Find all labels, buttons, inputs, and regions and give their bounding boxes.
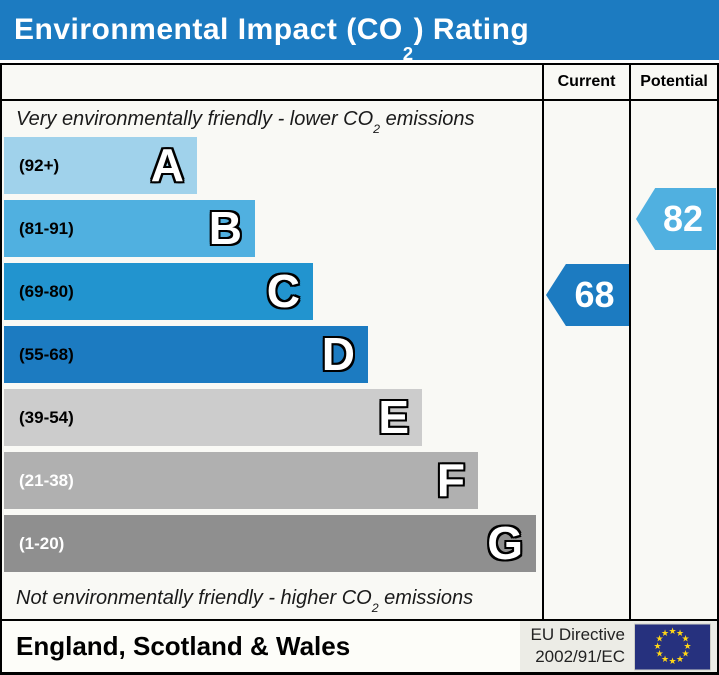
current-rating-value: 68 [574,274,615,315]
eu-flag-star: ★ [681,648,690,659]
potential-rating-arrow: 82 [636,188,716,250]
eu-directive-label: EU Directive 2002/91/EC [531,624,625,670]
bottom-note: Not environmentally friendly - higher CO… [4,583,473,615]
eu-directive-line1: EU Directive [530,624,625,644]
eu-flag-star: ★ [655,633,664,644]
band-b-bar: (81-91) B [4,200,255,257]
band-row-b: (81-91) B [4,200,542,263]
eu-flag-star: ★ [675,654,685,664]
band-g-bar: (1-20) G [4,515,536,572]
title-subscript: 2 [402,43,414,65]
rating-table: Very environmentally friendly - lower CO… [0,63,719,621]
band-row-f: (21-38) F [4,452,542,515]
band-c-range: (69-80) [19,281,74,301]
band-f-bar: (21-38) F [4,452,478,509]
band-f-letter: F [436,453,465,506]
eu-flag-star: ★ [655,648,664,659]
potential-rating-value: 82 [662,198,704,239]
footer: England, Scotland & Wales EU Directive 2… [0,621,719,675]
band-e-letter: E [378,390,409,443]
band-row-e: (39-54) E [4,389,542,452]
bottom-note-text-end: emissions [378,586,474,609]
eu-flag-star: ★ [668,626,677,636]
top-note-text-end: emissions [380,107,475,130]
band-b-range: (81-91) [19,218,74,238]
eu-flag-star: ★ [683,641,692,651]
band-d-range: (55-68) [19,344,74,364]
bottom-note-text: Not environmentally friendly - higher CO [16,586,372,609]
band-f-range: (21-38) [19,470,74,490]
title-text-end: ) Rating [413,13,530,46]
eu-flag-icon: ★ ★ ★ ★ ★ ★ ★ ★ ★ ★ ★ ★ [634,623,711,670]
band-scale-body: Very environmentally friendly - lower CO… [2,101,542,619]
band-d-bar: (55-68) D [4,326,368,383]
region-label: England, Scotland & Wales [16,631,351,661]
eu-flag-star: ★ [668,656,677,666]
column-header-potential: Potential [631,65,717,101]
current-rating-arrow: 68 [546,264,629,326]
eu-flag-star: ★ [681,633,690,644]
bottom-note-subscript: 2 [371,600,379,615]
current-column: Current 68 [542,65,629,619]
eu-directive-line2: 2002/91/EC [535,647,625,667]
column-header-current: Current [544,65,629,101]
band-row-g: (1-20) G [4,515,542,578]
top-note-subscript: 2 [373,121,381,136]
band-scale-column: Very environmentally friendly - lower CO… [2,65,542,619]
page-title: Environmental Impact (CO 2) Rating [0,0,719,64]
band-a-bar: (92+) A [4,137,197,194]
band-column-header-empty [2,65,542,101]
band-row-a: (92+) A [4,137,542,200]
band-e-range: (39-54) [19,407,74,427]
band-c-bar: (69-80) C [4,263,313,320]
band-a-letter: A [150,138,184,191]
band-a-range: (92+) [19,155,60,175]
band-d-letter: D [321,327,355,380]
potential-column: Potential 82 [629,65,717,619]
eu-flag-star: ★ [675,628,685,638]
band-g-range: (1-20) [19,533,65,553]
band-row-d: (55-68) D [4,326,542,389]
eu-flag-star: ★ [653,641,662,651]
band-g-letter: G [487,516,523,569]
band-e-bar: (39-54) E [4,389,422,446]
top-note-text: Very environmentally friendly - lower CO [16,107,374,130]
eu-flag-star: ★ [660,654,670,664]
eu-flag-star: ★ [660,628,670,638]
title-text: Environmental Impact (CO [14,13,403,46]
top-note: Very environmentally friendly - lower CO… [4,103,542,137]
band-c-letter: C [266,264,300,317]
band-row-c: (69-80) C [4,263,542,326]
band-b-letter: B [208,201,242,254]
